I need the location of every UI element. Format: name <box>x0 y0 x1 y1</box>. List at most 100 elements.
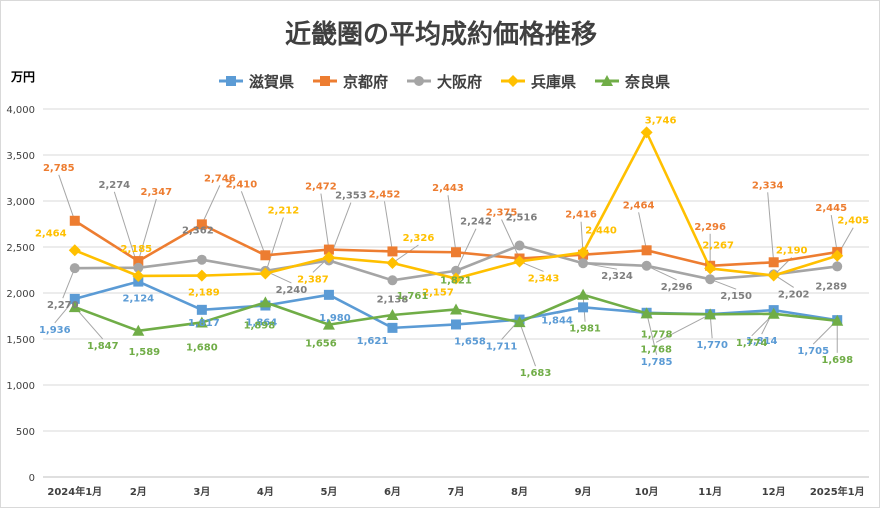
data-point-marker <box>450 272 462 285</box>
x-tick-label: 4月 <box>257 486 274 498</box>
data-label: 1,705 <box>797 346 829 357</box>
data-label: 2,443 <box>432 183 464 194</box>
data-point-marker <box>601 75 613 86</box>
data-label: 2,347 <box>140 187 172 198</box>
data-label: 1,774 <box>736 338 768 349</box>
data-label: 2,326 <box>403 233 435 244</box>
data-label: 1,761 <box>397 291 429 302</box>
data-label: 1,680 <box>186 342 218 353</box>
data-label: 2,785 <box>43 163 75 174</box>
data-label: 2,202 <box>778 289 810 300</box>
data-point-marker <box>320 76 330 86</box>
data-label: 1,847 <box>87 341 119 352</box>
data-point-marker <box>322 318 335 330</box>
data-point-marker <box>195 316 208 328</box>
legend-label: 奈良県 <box>624 73 670 91</box>
data-label: 2,138 <box>377 294 409 305</box>
data-point-marker <box>640 126 653 139</box>
data-label: 1,785 <box>641 357 673 368</box>
data-label: 2,124 <box>122 294 154 305</box>
leader-line <box>447 195 457 253</box>
data-point-marker <box>387 322 398 333</box>
data-labels: 1,936 2,124 1,817 1,864 1,980 1,621 1,658 1,711… <box>35 115 869 379</box>
x-tick-label: 11月 <box>698 486 722 498</box>
y-axis-ticks: 0 500 1,000 1,500 2,000 2,500 3,000 3,500 4,000 <box>6 105 35 484</box>
data-point-marker <box>578 302 589 313</box>
chart-title: 近畿圏の平均成約価格推移 <box>285 19 597 50</box>
data-label: 2,452 <box>369 189 401 200</box>
data-label: 2,353 <box>335 191 367 202</box>
data-label: 2,464 <box>35 228 67 239</box>
data-label: 2,212 <box>268 205 300 216</box>
data-point-marker <box>513 316 526 328</box>
data-point-marker <box>513 255 526 268</box>
data-label: 2,296 <box>694 222 726 233</box>
legend-label: 大阪府 <box>437 73 482 91</box>
leader-line <box>767 192 775 263</box>
data-label: 2,157 <box>422 288 454 299</box>
data-label: 1,658 <box>454 336 486 347</box>
data-point-marker <box>132 324 145 336</box>
data-label: 1,981 <box>569 324 601 335</box>
x-tick-label: 8月 <box>511 486 528 498</box>
x-tick-label: 2月 <box>130 486 147 498</box>
data-label: 2,445 <box>815 203 847 214</box>
data-point-marker <box>450 303 462 315</box>
leader-line <box>455 228 477 271</box>
leader-line <box>137 198 157 262</box>
data-label: 1,980 <box>319 313 351 324</box>
data-label: 2,296 <box>661 282 693 293</box>
data-point-marker <box>68 301 81 313</box>
data-label: 2,516 <box>506 213 538 224</box>
data-point-marker <box>323 244 334 255</box>
data-point-marker <box>132 269 145 282</box>
data-point-marker <box>768 257 779 268</box>
data-point-marker <box>68 244 81 257</box>
data-point-marker <box>196 254 207 265</box>
data-point-marker <box>451 247 461 258</box>
data-label: 1,656 <box>305 339 337 350</box>
data-point-marker <box>577 246 590 259</box>
data-point-marker <box>831 314 844 326</box>
legend: 滋賀県 京都府 大阪府 兵庫県 奈良県 <box>219 73 670 91</box>
data-label: 1,711 <box>486 342 518 353</box>
data-label: 1,844 <box>541 315 573 326</box>
leader-line <box>383 201 393 252</box>
data-point-marker <box>832 261 843 272</box>
data-point-marker <box>259 267 272 280</box>
data-label: 2,267 <box>702 240 734 251</box>
data-point-marker <box>69 215 80 226</box>
leader-line <box>392 244 419 264</box>
data-label: 1,683 <box>520 368 552 379</box>
data-label: 2,746 <box>204 173 236 184</box>
data-label: 1,814 <box>746 336 778 347</box>
data-label: 1,589 <box>128 347 160 358</box>
y-axis-unit-label: 万円 <box>10 70 35 84</box>
data-point-marker <box>133 262 144 273</box>
data-point-marker <box>640 307 653 319</box>
data-label: 2,242 <box>460 217 492 228</box>
y-tick-label: 4,000 <box>6 105 35 116</box>
data-point-marker <box>767 269 780 282</box>
data-label: 2,472 <box>305 182 337 193</box>
data-point-marker <box>451 265 461 276</box>
data-point-marker <box>387 246 398 257</box>
data-point-marker <box>641 245 652 256</box>
data-label: 1,821 <box>440 275 472 286</box>
data-label: 2,343 <box>528 273 560 284</box>
y-tick-label: 500 <box>16 427 35 438</box>
data-label: 2,387 <box>297 274 329 285</box>
leader-line <box>320 193 330 250</box>
data-point-marker <box>641 260 652 271</box>
data-point-marker <box>69 263 80 274</box>
data-label: 2,190 <box>776 246 808 257</box>
x-tick-label: 12月 <box>762 486 786 498</box>
leader-line <box>74 306 104 340</box>
data-point-marker <box>414 76 424 86</box>
data-label: 2,185 <box>120 244 152 255</box>
data-point-marker <box>69 293 80 304</box>
data-label: 2,274 <box>98 180 130 191</box>
x-tick-label: 9月 <box>575 486 592 498</box>
data-point-marker <box>451 319 461 330</box>
